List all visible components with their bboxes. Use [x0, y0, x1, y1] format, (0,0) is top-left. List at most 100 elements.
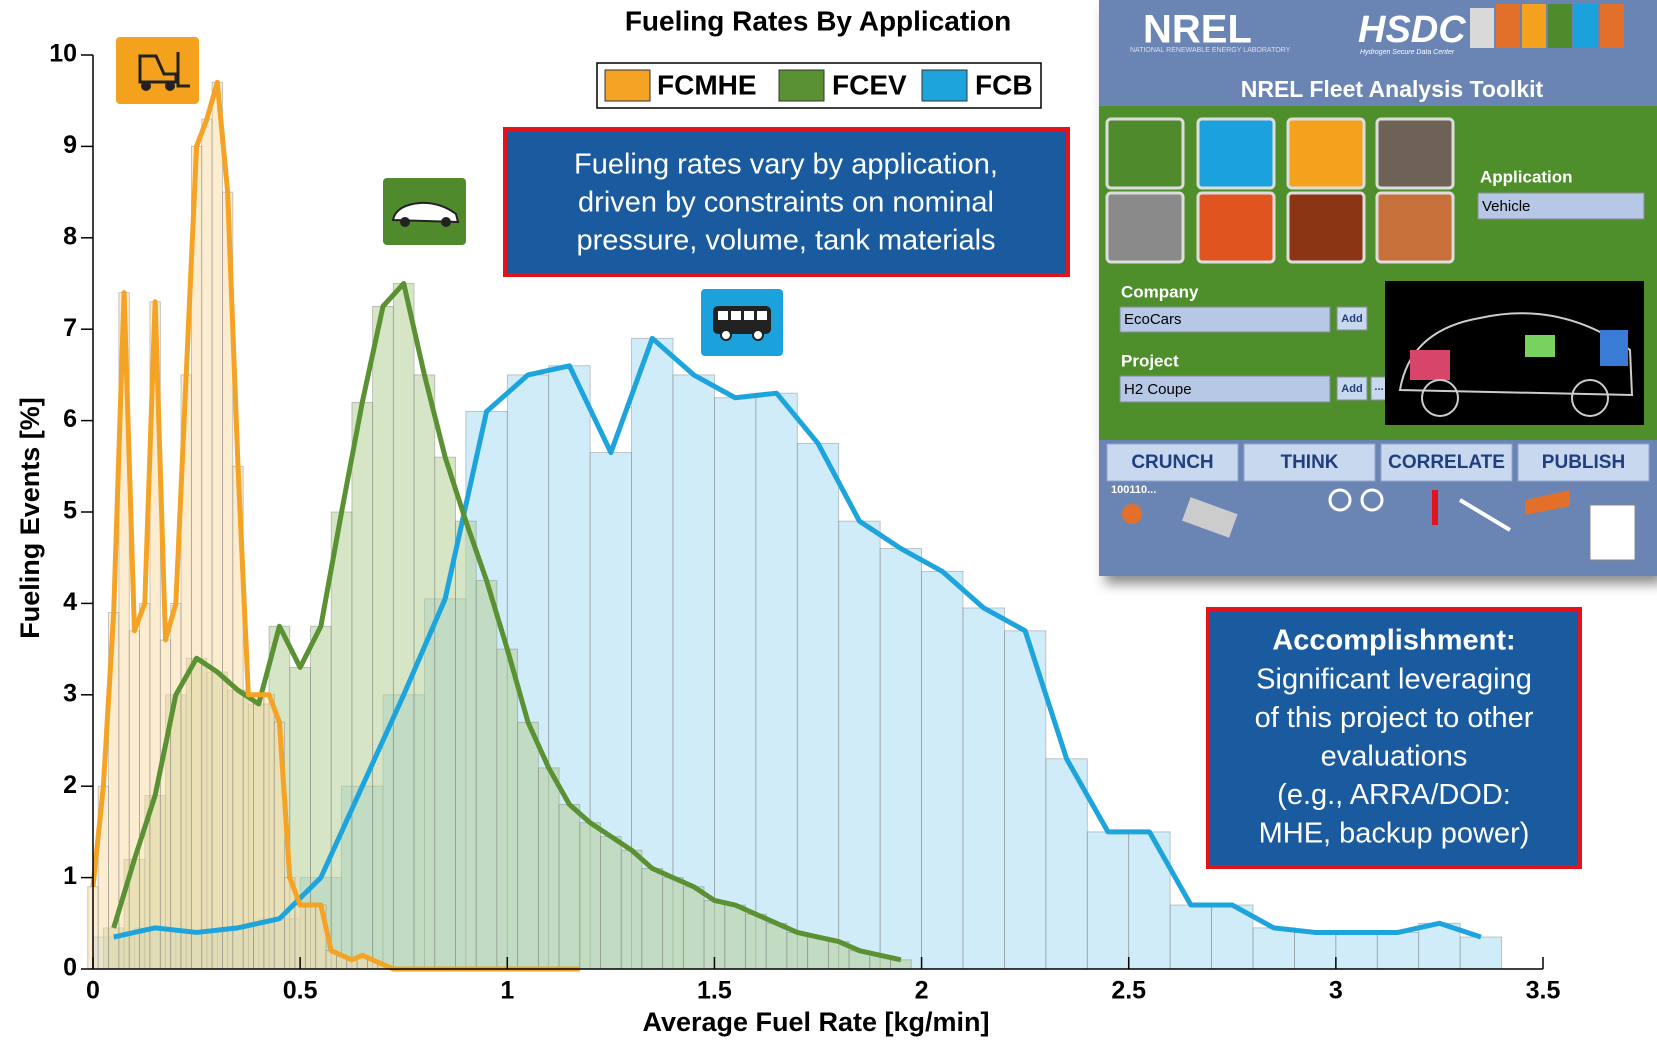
action-button-label: PUBLISH: [1542, 452, 1625, 473]
action-button[interactable]: [1106, 443, 1239, 482]
y-tick-label: 3: [63, 679, 77, 707]
histogram-bar: [1252, 927, 1295, 970]
annotation-line: evaluations: [1321, 741, 1468, 773]
histogram-bar: [786, 932, 809, 970]
histogram-bar: [201, 118, 213, 970]
legend-label: FCB: [975, 69, 1033, 100]
x-tick-label: 3: [1329, 977, 1343, 1005]
histogram-bar: [890, 959, 912, 970]
histogram-bar: [330, 511, 353, 970]
action-button-label: CORRELATE: [1388, 452, 1505, 473]
application-dropdown[interactable]: [1477, 192, 1645, 220]
annotation-heading: Accomplishment:: [1272, 625, 1515, 657]
histogram-bar: [600, 836, 622, 970]
y-tick-label: 8: [63, 222, 77, 250]
more-label: ...: [1374, 381, 1383, 393]
action-button[interactable]: [1380, 443, 1513, 482]
legend-swatch: [921, 69, 968, 102]
company-value: EcoCars: [1124, 311, 1182, 328]
action-button-label: THINK: [1280, 452, 1338, 473]
histogram-bar: [139, 603, 151, 970]
histogram-bar: [517, 721, 539, 970]
x-tick-label: 0: [86, 977, 100, 1005]
histogram-bar: [620, 849, 643, 970]
series-line: [111, 281, 902, 963]
histogram-bar: [558, 804, 581, 970]
company-dropdown[interactable]: [1119, 306, 1331, 333]
histogram-bar: [1459, 936, 1502, 970]
annotation-line: (e.g., ARRA/DOD:: [1277, 779, 1511, 811]
annotation-line: driven by constraints on nominal: [578, 187, 994, 219]
add-button[interactable]: [1336, 376, 1368, 401]
action-button[interactable]: [1243, 443, 1376, 482]
histogram-bar: [755, 392, 798, 970]
y-axis-label: Fueling Events [%]: [15, 397, 45, 639]
y-tick-label: 7: [63, 314, 77, 342]
series-line: [113, 335, 1482, 940]
histogram-bar: [962, 607, 1005, 970]
y-tick-label: 2: [63, 771, 77, 799]
hsdc-stripes: [1470, 4, 1624, 48]
action-button[interactable]: [1517, 443, 1650, 482]
add-button[interactable]: [1336, 306, 1368, 331]
histogram-bar: [1294, 932, 1337, 970]
histogram-bar: [579, 822, 601, 970]
y-tick-label: 1: [63, 862, 77, 890]
y-tick-label: 4: [63, 588, 77, 616]
y-tick-label: 10: [49, 40, 77, 68]
histogram-bar: [159, 639, 172, 970]
y-tick-label: 9: [63, 131, 77, 159]
application-label: Application: [1480, 167, 1573, 186]
legend-label: FCMHE: [657, 69, 757, 100]
histogram-bar: [714, 397, 757, 970]
action-button-label: CRUNCH: [1131, 452, 1213, 473]
histogram-bar: [662, 877, 684, 970]
histogram-bar: [1376, 932, 1420, 970]
forklift-badge: [116, 37, 199, 104]
histogram-bar: [496, 648, 519, 970]
annotation-line: MHE, backup power): [1259, 818, 1530, 850]
action-icons: [1122, 488, 1636, 561]
annotation-line: pressure, volume, tank materials: [576, 225, 995, 257]
histogram-bar: [765, 922, 788, 970]
plot-area: 0 1 2 3 4 5 6 7 8 9 10 0 0.5 1 1.5 2 2.5 3 3.5: [49, 40, 1560, 1005]
project-value: H2 Coupe: [1124, 381, 1192, 398]
panel-title: NREL Fleet Analysis Toolkit: [1241, 76, 1544, 102]
app-icons: [1105, 117, 1455, 264]
annotation-line: Fueling rates vary by application,: [574, 149, 998, 181]
chart-title: Fueling Rates By Application: [625, 5, 1011, 36]
legend-swatch: [778, 69, 825, 102]
histogram-bar: [745, 913, 767, 970]
histogram-bar: [879, 548, 922, 970]
histogram-bar: [263, 694, 275, 970]
histogram-bar: [413, 374, 436, 970]
histogram-bar: [211, 82, 223, 970]
legend: FCMHE FCEV FCB: [604, 69, 1033, 102]
hsdc-subtitle: Hydrogen Secure Data Center: [1360, 49, 1455, 56]
project-dropdown[interactable]: [1119, 375, 1331, 403]
action-buttons: CRUNCH THINK CORRELATE PUBLISH: [1106, 443, 1650, 482]
annotation-line: of this project to other: [1255, 702, 1534, 734]
company-label: Company: [1121, 282, 1199, 301]
toolkit-panel-content: NREL NATIONAL RENEWABLE ENERGY LABORATOR…: [1099, 4, 1657, 561]
annotation-box: [503, 127, 1070, 277]
histogram-bar: [455, 520, 477, 970]
application-value: Vehicle: [1482, 198, 1530, 215]
histogram-bar: [475, 580, 498, 970]
histogram-bar: [682, 886, 705, 970]
histogram-bar: [838, 520, 881, 970]
histogram-bar: [796, 443, 840, 970]
nrel-subtitle: NATIONAL RENEWABLE ENERGY LABORATORY: [1130, 47, 1291, 54]
x-axis-label: Average Fuel Rate [kg/min]: [642, 1007, 989, 1037]
y-tick-label: 5: [63, 497, 77, 525]
histogram-bar: [641, 868, 664, 970]
y-tick-label: 6: [63, 405, 77, 433]
annotation: Accomplishment: Significant leveraging of …: [1255, 625, 1534, 850]
histogram-bar: [392, 283, 415, 970]
annotation: Fueling rates vary by application, driven…: [574, 149, 998, 257]
histogram-bar: [170, 603, 182, 970]
y-tick-label: 0: [63, 954, 77, 982]
annotation-line: Significant leveraging: [1256, 664, 1532, 696]
